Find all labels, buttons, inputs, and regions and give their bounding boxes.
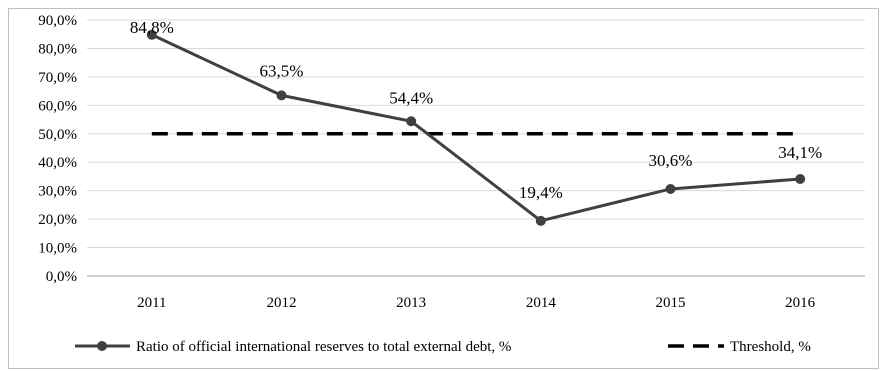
ratio-point (665, 183, 676, 194)
x-tick-label: 2016 (785, 295, 816, 311)
y-axis-ticks: 0,0% 10,0% 20,0% 30,0% 40,0% 50,0% 60,0% 70,0% 8… (38, 13, 77, 285)
x-tick-label: 2013 (396, 295, 426, 311)
data-labels: 84,8% 63,5% 54,4% 19,4% 30,6% 34,1% (130, 18, 822, 202)
y-tick-label: 40,0% (38, 155, 77, 171)
x-tick-label: 2012 (267, 295, 297, 311)
legend-ratio-marker (97, 341, 107, 351)
x-tick-label: 2011 (137, 295, 166, 311)
y-tick-label: 10,0% (38, 241, 77, 257)
ratio-point (795, 174, 806, 185)
ratio-point (535, 215, 546, 226)
data-label: 34,1% (778, 143, 822, 162)
y-tick-label: 70,0% (38, 70, 77, 86)
y-tick-label: 50,0% (38, 127, 77, 143)
data-label: 63,5% (260, 61, 304, 80)
y-tick-label: 60,0% (38, 98, 77, 114)
y-tick-label: 0,0% (46, 269, 77, 285)
ratio-series (146, 29, 806, 226)
ratio-line (151, 33, 801, 223)
data-label: 54,4% (389, 88, 433, 107)
x-axis-ticks: 2011 2012 2013 2014 2015 2016 (137, 295, 816, 311)
data-label: 84,8% (130, 18, 174, 37)
ratio-point (276, 90, 287, 101)
y-tick-label: 80,0% (38, 41, 77, 57)
ratio-point (406, 116, 417, 127)
y-tick-label: 20,0% (38, 212, 77, 228)
legend: Ratio of official international reserves… (75, 339, 811, 355)
x-tick-label: 2015 (656, 295, 686, 311)
data-label: 19,4% (519, 183, 563, 202)
y-tick-label: 90,0% (38, 13, 77, 29)
ratio-point (146, 29, 157, 40)
y-tick-label: 30,0% (38, 184, 77, 200)
legend-threshold-label: Threshold, % (730, 339, 811, 355)
legend-ratio-label: Ratio of official international reserves… (136, 339, 511, 355)
data-label: 30,6% (649, 151, 693, 170)
x-tick-label: 2014 (526, 295, 557, 311)
chart-border (8, 8, 879, 369)
